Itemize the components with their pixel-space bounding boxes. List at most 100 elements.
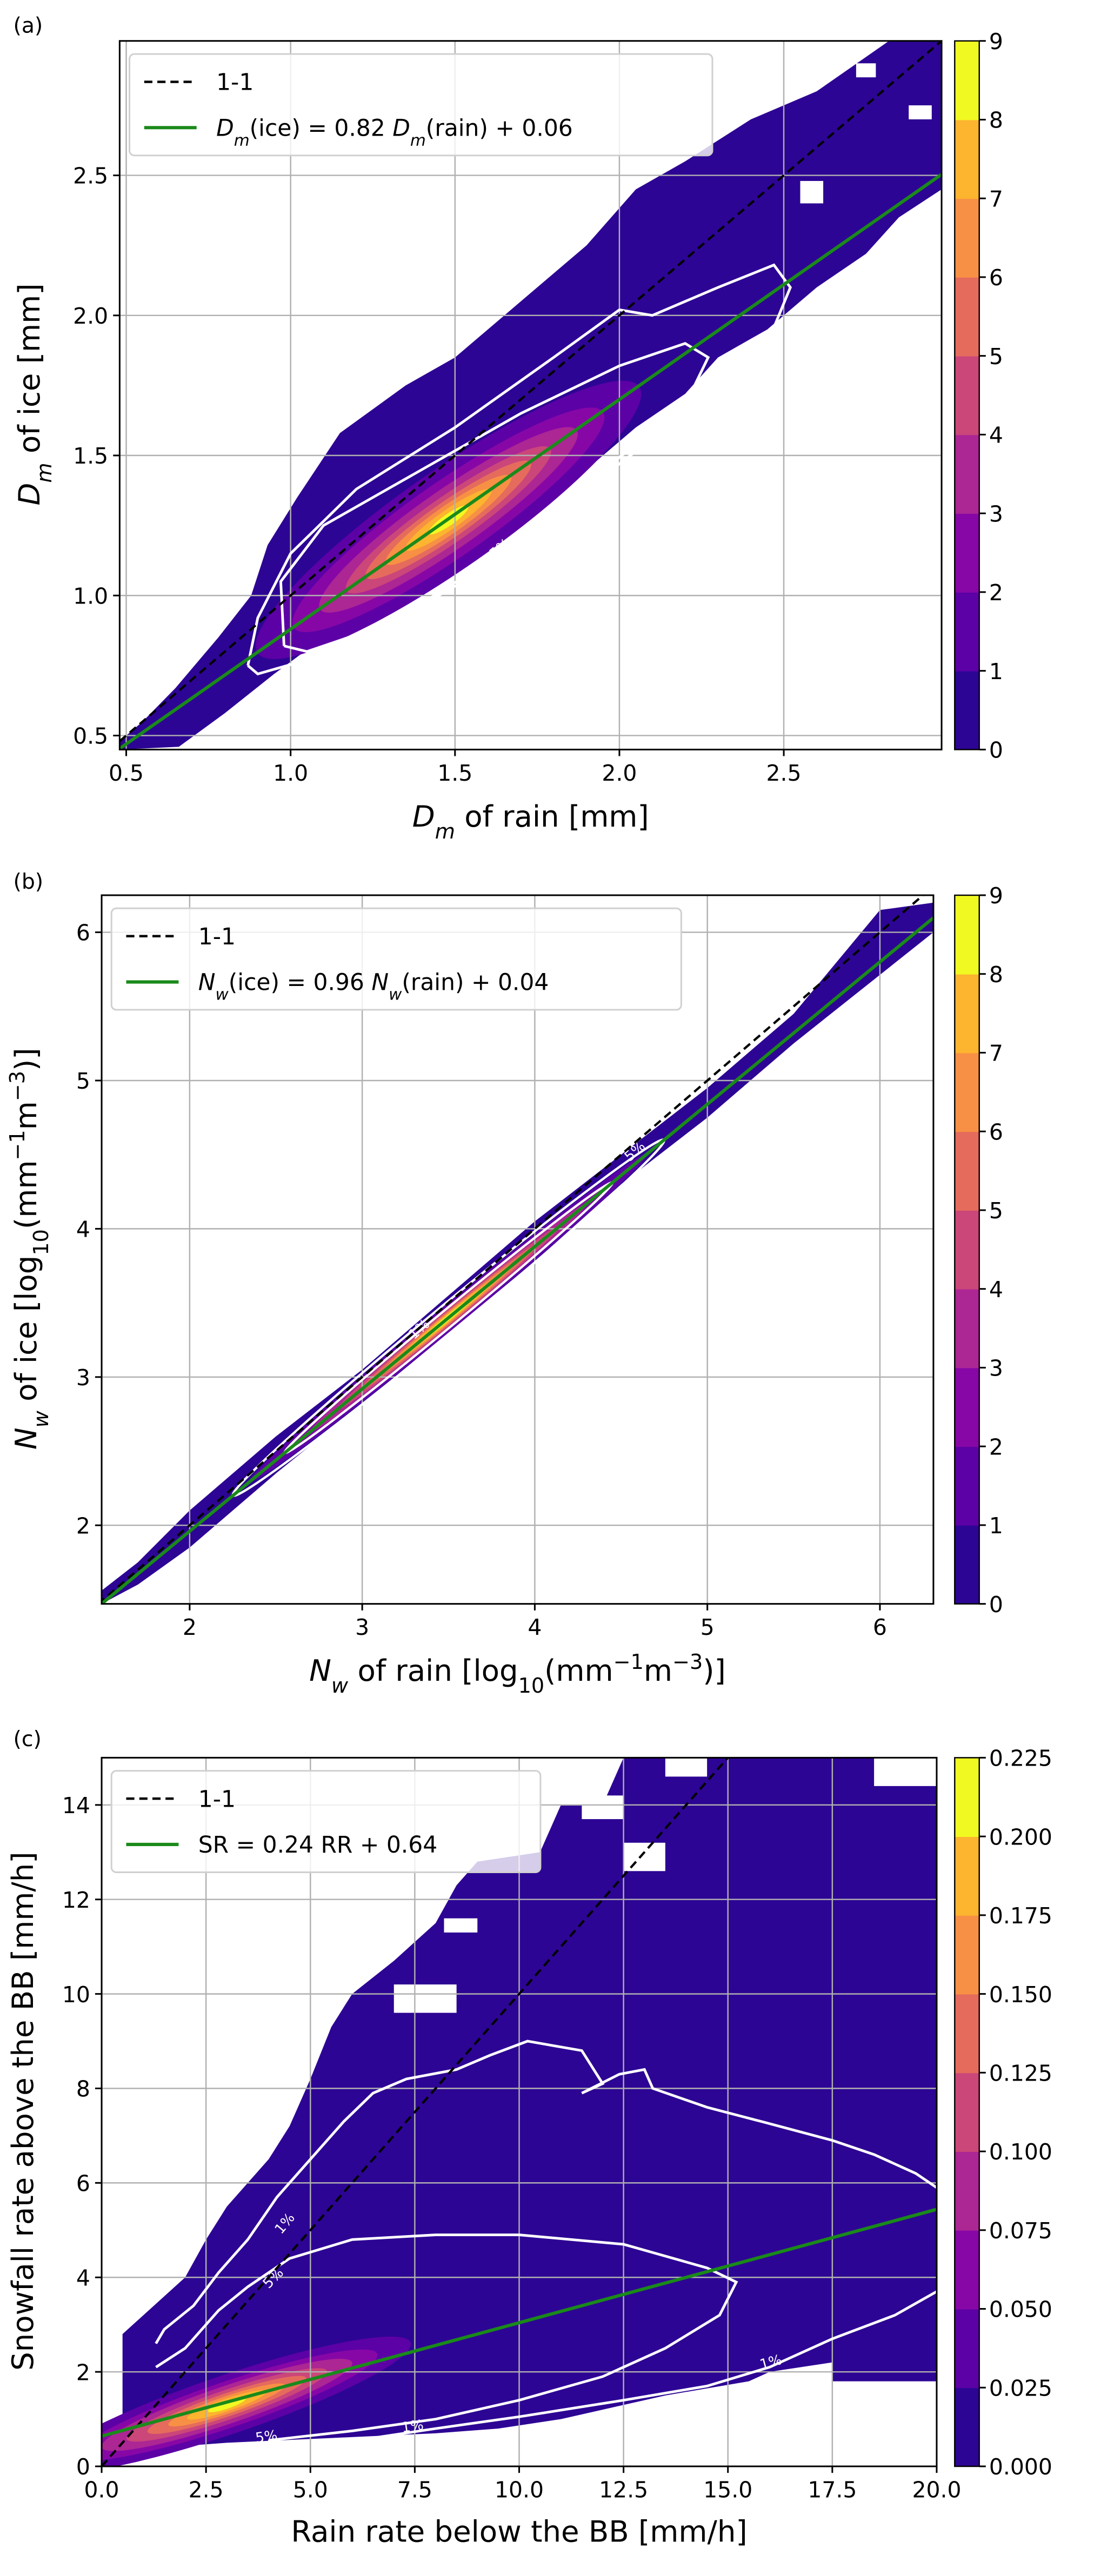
x-tick-label: 15.0 — [703, 2477, 752, 2503]
y-axis-label: Dm of ice [mm] — [12, 283, 56, 505]
y-tick-label: 10 — [62, 1982, 90, 2008]
colorbar-tick-label: 7 — [989, 186, 1003, 212]
legend-label: Dm(ice) = 0.82 Dm(rain) + 0.06 — [216, 115, 573, 149]
colorbar-band — [955, 1525, 979, 1605]
colorbar-tick-label: 0.050 — [989, 2297, 1052, 2323]
contour-label: 5% — [255, 2427, 279, 2446]
colorbar-tick-label: 0 — [989, 1592, 1003, 1618]
text-segment: −3 — [5, 1071, 29, 1101]
colorbar-tick-label: 2 — [989, 580, 1003, 606]
text-segment: −3 — [672, 1650, 703, 1674]
x-tick-label: 4 — [528, 1614, 542, 1640]
legend-box — [110, 907, 682, 1011]
y-axis-label: Nw of ice [log10(mm−1m−3)] — [5, 1048, 53, 1450]
panel-label: (c) — [13, 1727, 41, 1752]
colorbar-band — [955, 1131, 979, 1211]
colorbar-band — [955, 2151, 979, 2231]
plot-area: 5%1% — [119, 41, 942, 750]
y-tick-label: 6 — [76, 2171, 90, 2197]
text-segment: of ice [mm] — [12, 283, 46, 462]
text-segment: D — [216, 115, 234, 141]
text-segment: Rain rate below the BB [mm/h] — [291, 2514, 747, 2548]
text-segment: 10 — [518, 1674, 545, 1698]
colorbar-tick-label: 0.225 — [989, 1746, 1052, 1772]
y-tick-label: 12 — [62, 1887, 90, 1913]
y-tick-label: 5 — [76, 1068, 90, 1094]
fit-line — [119, 173, 942, 750]
colorbar-band — [955, 1052, 979, 1132]
empty-bin — [623, 1842, 665, 1871]
colorbar-tick-label: 9 — [989, 883, 1003, 909]
axes-frame — [101, 894, 935, 1605]
colorbar-tick-label: 0.150 — [989, 1982, 1052, 2008]
colorbar-band — [955, 513, 979, 593]
text-segment: N — [371, 969, 389, 996]
colorbar-tick-label: 6 — [989, 1119, 1003, 1145]
colorbar-band — [955, 1289, 979, 1369]
x-tick-label: 1.0 — [273, 760, 308, 786]
colorbar-tick-label: 0.025 — [989, 2375, 1052, 2401]
y-tick-label: 2 — [76, 1513, 90, 1539]
colorbar-band — [955, 1210, 979, 1290]
colorbar-band — [955, 2387, 979, 2467]
y-tick-label: 14 — [62, 1793, 90, 1819]
panel-label: (a) — [13, 14, 43, 38]
colorbar: 0 1 2 3 4 5 6 7 8 9 — [954, 29, 1003, 763]
x-tick-label: 2.5 — [189, 2477, 224, 2503]
colorbar-tick-label: 0.175 — [989, 1903, 1052, 1929]
colorbar-tick-label: 7 — [989, 1041, 1003, 1066]
x-tick-label: 1.5 — [437, 760, 472, 786]
contour-line — [155, 2233, 738, 2442]
legend-box — [129, 53, 713, 157]
x-tick-label: 5.0 — [293, 2477, 328, 2503]
panel-c: (c)1%5%1%5%1%0.0 2.5 5.0 7.5 10.0 12.5 15.0 17.… — [5, 1727, 1052, 2548]
colorbar-tick-label: 0.125 — [989, 2060, 1052, 2086]
legend-label: 1-1 — [198, 1786, 236, 1812]
text-segment: m — [410, 130, 426, 149]
text-segment: of rain [log — [348, 1653, 518, 1688]
text-segment: (ice) = 0.82 — [250, 115, 393, 141]
colorbar-frame — [954, 894, 980, 1605]
text-segment: m — [32, 462, 56, 482]
empty-bin — [444, 1918, 478, 1933]
text-segment: (mm — [544, 1653, 613, 1688]
colorbar-band — [955, 119, 979, 199]
text-segment: SR = 0.24 RR + 0.64 — [198, 1832, 437, 1858]
colorbar-tick-label: 8 — [989, 962, 1003, 988]
text-segment: m — [644, 1653, 672, 1688]
x-axis-label: Rain rate below the BB [mm/h] — [291, 2514, 747, 2548]
x-tick-label: 20.0 — [912, 2477, 961, 2503]
empty-bin — [909, 105, 932, 119]
text-segment: )] — [9, 1048, 43, 1071]
colorbar-tick-label: 3 — [989, 1356, 1003, 1381]
legend-label: 1-1 — [198, 923, 236, 950]
colorbar-tick-label: 4 — [989, 1277, 1003, 1303]
text-segment: (rain) + 0.06 — [426, 115, 573, 141]
colorbar-band — [955, 1446, 979, 1526]
colorbar-band — [955, 895, 979, 975]
text-segment: (mm — [9, 1160, 43, 1229]
plot-area: 1%5%1%5%1% — [102, 1757, 937, 2467]
text-segment: m — [234, 130, 250, 149]
colorbar-tick-label: 1 — [989, 659, 1003, 685]
colorbar-tick-label: 2 — [989, 1434, 1003, 1460]
text-segment: N — [309, 1653, 331, 1688]
colorbar-band — [955, 1994, 979, 2074]
colorbar-band — [955, 355, 979, 435]
one-to-one-line — [119, 41, 942, 743]
legend-label: SR = 0.24 RR + 0.64 — [198, 1832, 437, 1858]
text-segment: 1-1 — [198, 923, 236, 950]
text-segment: m — [435, 820, 455, 843]
text-segment: m — [9, 1101, 43, 1130]
colorbar-band — [955, 2230, 979, 2310]
legend: 1-1Nw(ice) = 0.96 Nw(rain) + 0.04 — [110, 907, 682, 1011]
colorbar-band — [955, 1757, 979, 1837]
empty-bin — [874, 1757, 937, 1786]
colorbar-band — [955, 41, 979, 120]
contour-label: 1% — [463, 566, 491, 593]
colorbar-tick-label: 0.075 — [989, 2218, 1052, 2244]
x-tick-label: 5 — [701, 1614, 715, 1640]
panel-a: (a) 5%1% 0.5 1.0 1.5 2.0 2.5 0.5 1.0 1.5 2.0 2.5 Dm … — [12, 14, 1003, 843]
